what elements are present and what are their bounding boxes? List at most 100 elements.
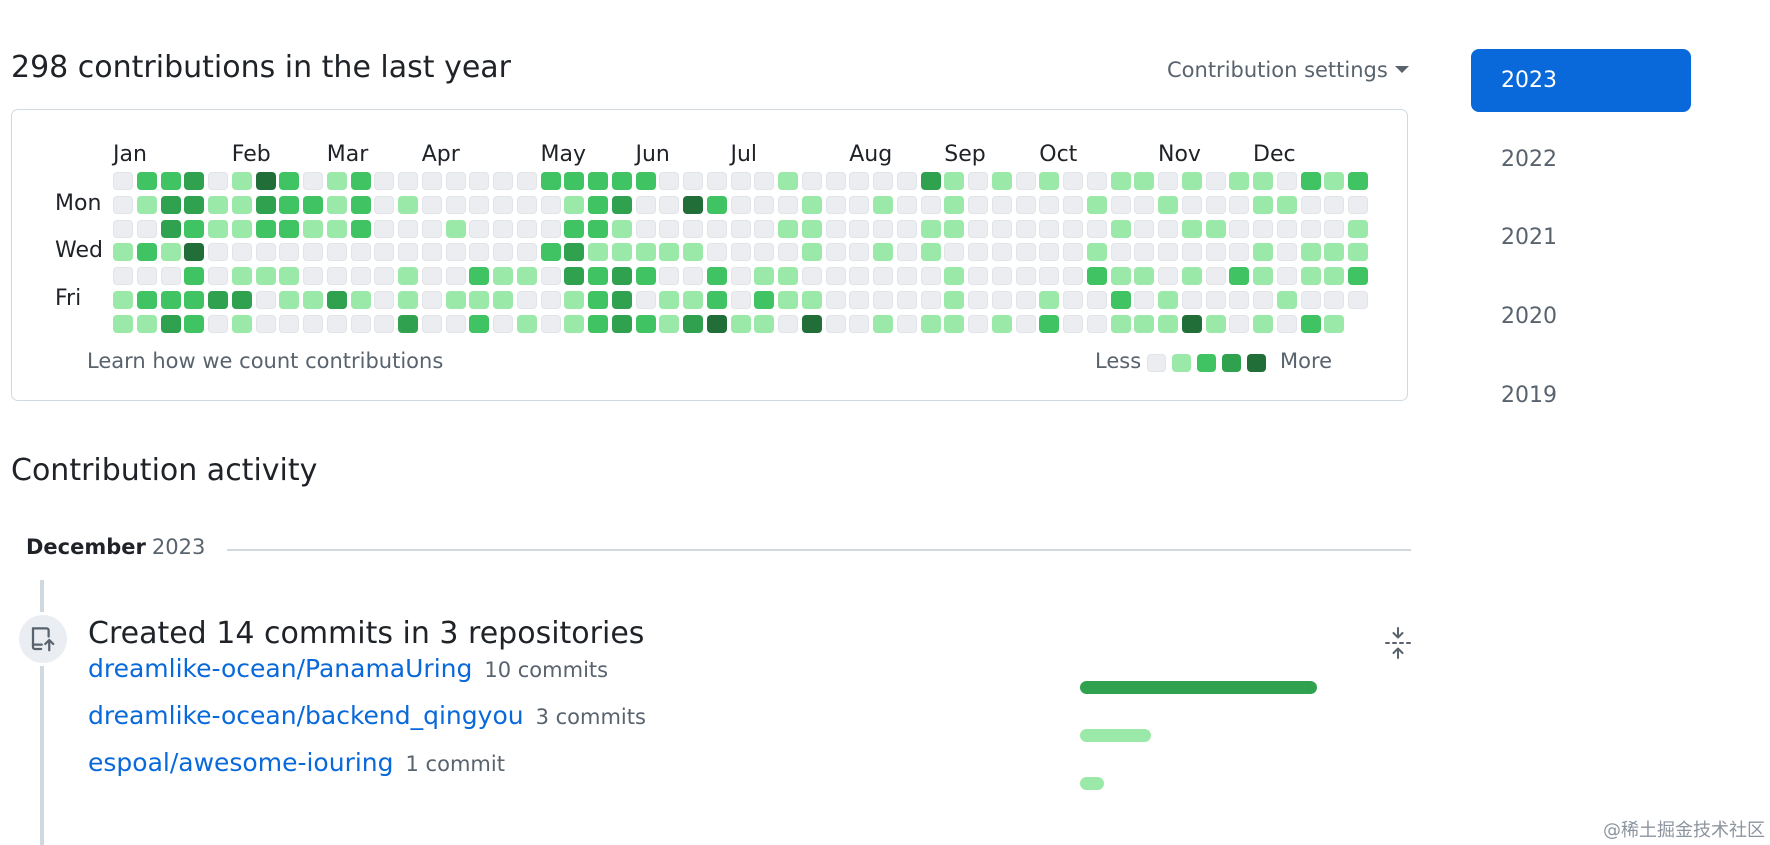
contribution-cell[interactable]: [1276, 172, 1297, 190]
repo-commit-count[interactable]: 10 commits: [484, 658, 609, 682]
contribution-cell[interactable]: [1110, 267, 1131, 285]
contribution-cell[interactable]: [896, 290, 917, 309]
contribution-cell[interactable]: [398, 290, 418, 309]
contribution-cell[interactable]: [849, 290, 870, 309]
contribution-cell[interactable]: [303, 267, 323, 285]
contribution-cell[interactable]: [920, 172, 941, 190]
contribution-cell[interactable]: [160, 172, 181, 190]
contribution-cell[interactable]: [1348, 172, 1368, 190]
repo-link[interactable]: dreamlike-ocean/backend_qingyou: [88, 701, 524, 730]
contribution-cell[interactable]: [849, 219, 870, 238]
contribution-cell[interactable]: [944, 172, 965, 190]
contribution-cell[interactable]: [1134, 314, 1155, 333]
contribution-cell[interactable]: [136, 172, 157, 190]
contribution-cell[interactable]: [659, 267, 680, 285]
contribution-cell[interactable]: [1229, 172, 1250, 190]
contribution-cell[interactable]: [944, 195, 965, 214]
contribution-cell[interactable]: [849, 195, 870, 214]
contribution-cell[interactable]: [1015, 243, 1036, 262]
contribution-cell[interactable]: [564, 267, 585, 285]
contribution-cell[interactable]: [1348, 243, 1368, 262]
contribution-cell[interactable]: [421, 267, 442, 285]
contribution-cell[interactable]: [1300, 172, 1321, 190]
contribution-cell[interactable]: [706, 243, 727, 262]
contribution-cell[interactable]: [635, 267, 656, 285]
contribution-cell[interactable]: [136, 219, 157, 238]
contribution-cell[interactable]: [1324, 290, 1345, 309]
contribution-cell[interactable]: [1181, 290, 1202, 309]
contribution-cell[interactable]: [113, 243, 133, 262]
contribution-cell[interactable]: [1063, 290, 1083, 309]
contribution-cell[interactable]: [588, 172, 608, 190]
contribution-cell[interactable]: [421, 172, 442, 190]
contribution-cell[interactable]: [873, 243, 893, 262]
contribution-cell[interactable]: [706, 219, 727, 238]
contribution-cell[interactable]: [754, 219, 775, 238]
contribution-cell[interactable]: [730, 195, 751, 214]
contribution-cell[interactable]: [184, 195, 205, 214]
contribution-cell[interactable]: [374, 172, 395, 190]
contribution-cell[interactable]: [1110, 195, 1131, 214]
contribution-cell[interactable]: [1181, 172, 1202, 190]
contribution-cell[interactable]: [1110, 219, 1131, 238]
contribution-cell[interactable]: [350, 243, 371, 262]
contribution-cell[interactable]: [1063, 243, 1083, 262]
contribution-settings-button[interactable]: Contribution settings: [1167, 58, 1409, 82]
contribution-cell[interactable]: [1181, 314, 1202, 333]
contribution-cell[interactable]: [421, 219, 442, 238]
contribution-cell[interactable]: [991, 267, 1012, 285]
contribution-cell[interactable]: [374, 290, 395, 309]
contribution-cell[interactable]: [184, 172, 205, 190]
contribution-cell[interactable]: [1253, 290, 1273, 309]
contribution-cell[interactable]: [1276, 219, 1297, 238]
contribution-cell[interactable]: [421, 243, 442, 262]
contribution-cell[interactable]: [1134, 290, 1155, 309]
contribution-cell[interactable]: [944, 290, 965, 309]
contribution-cell[interactable]: [754, 290, 775, 309]
contribution-cell[interactable]: [1324, 267, 1345, 285]
contribution-cell[interactable]: [754, 195, 775, 214]
contribution-cell[interactable]: [611, 243, 632, 262]
contribution-cell[interactable]: [231, 195, 252, 214]
contribution-cell[interactable]: [1253, 314, 1273, 333]
contribution-cell[interactable]: [920, 219, 941, 238]
contribution-cell[interactable]: [588, 267, 608, 285]
contribution-cell[interactable]: [1253, 172, 1273, 190]
fold-icon[interactable]: [1383, 626, 1413, 660]
contribution-cell[interactable]: [279, 195, 300, 214]
repo-link[interactable]: dreamlike-ocean/PanamaUring: [88, 654, 473, 683]
contribution-cell[interactable]: [540, 267, 561, 285]
contribution-cell[interactable]: [1039, 219, 1060, 238]
contribution-cell[interactable]: [730, 219, 751, 238]
contribution-cell[interactable]: [659, 290, 680, 309]
contribution-cell[interactable]: [754, 243, 775, 262]
contribution-cell[interactable]: [1158, 195, 1178, 214]
repo-link[interactable]: espoal/awesome-iouring: [88, 748, 394, 777]
contribution-cell[interactable]: [706, 172, 727, 190]
contribution-cell[interactable]: [825, 267, 846, 285]
contribution-cell[interactable]: [873, 267, 893, 285]
contribution-cell[interactable]: [968, 314, 988, 333]
contribution-cell[interactable]: [326, 195, 347, 214]
contribution-cell[interactable]: [1086, 290, 1107, 309]
contribution-cell[interactable]: [991, 219, 1012, 238]
contribution-cell[interactable]: [1158, 267, 1178, 285]
contribution-cell[interactable]: [588, 290, 608, 309]
contribution-cell[interactable]: [136, 243, 157, 262]
contribution-cell[interactable]: [778, 195, 798, 214]
contribution-cell[interactable]: [398, 219, 418, 238]
contribution-cell[interactable]: [1205, 195, 1226, 214]
contribution-cell[interactable]: [825, 243, 846, 262]
contribution-cell[interactable]: [1134, 243, 1155, 262]
repo-commit-count[interactable]: 3 commits: [535, 705, 646, 729]
contribution-cell[interactable]: [730, 314, 751, 333]
contribution-cell[interactable]: [683, 243, 703, 262]
contribution-cell[interactable]: [350, 172, 371, 190]
contribution-cell[interactable]: [374, 195, 395, 214]
contribution-cell[interactable]: [1039, 290, 1060, 309]
contribution-cell[interactable]: [540, 314, 561, 333]
contribution-cell[interactable]: [849, 243, 870, 262]
contribution-cell[interactable]: [1039, 172, 1060, 190]
contribution-cell[interactable]: [279, 290, 300, 309]
contribution-cell[interactable]: [1134, 195, 1155, 214]
